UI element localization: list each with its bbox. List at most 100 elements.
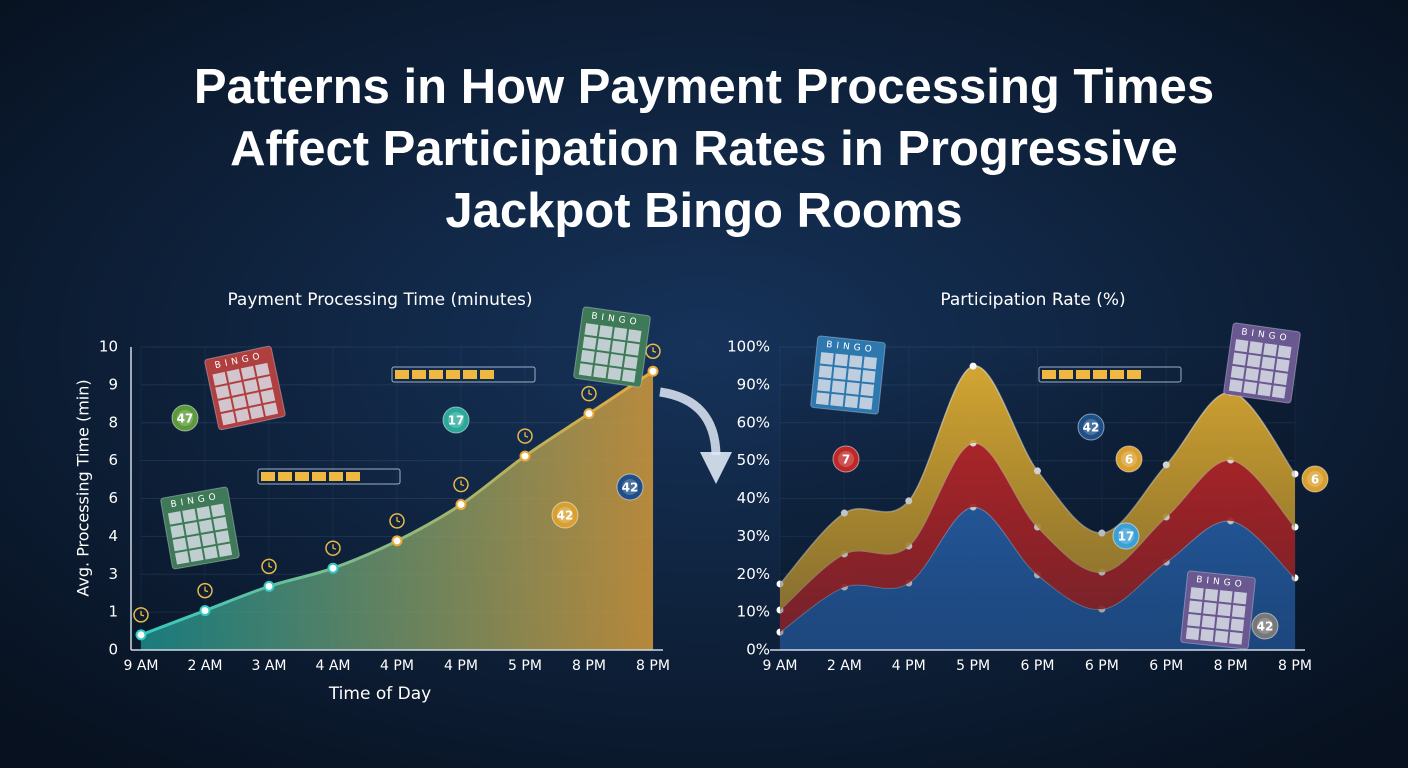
ball-center [1257,618,1273,634]
card-cell [623,355,638,370]
x-tick-label: 5 PM [508,658,542,674]
y-tick-label: 30% [737,527,770,545]
card-cell [834,353,849,367]
card-cell [213,516,228,531]
clock-hands [524,432,529,438]
y-tick-label: 40% [737,489,770,507]
progress-cell [261,472,275,481]
card-cell [1275,358,1290,372]
card-cell [582,336,597,350]
bingo-card: BINGO [160,486,240,570]
bingo-ball [832,445,860,473]
x-tick-label: 4 AM [315,658,350,674]
ball-number: 42 [557,509,574,523]
ball-center [1121,451,1137,467]
bingo-ball [442,406,470,434]
card-cell [609,353,624,368]
card-cell [846,381,860,395]
x-tick-label: 8 PM [636,658,670,674]
card-cell [817,378,831,392]
card-cell [1234,339,1249,353]
bingo-ball [171,404,199,432]
card-cell [1229,631,1243,645]
card-cell [580,349,595,364]
progress-cell [395,370,409,379]
card-cell [1273,371,1288,386]
card-cell [1188,600,1203,614]
clock-hands [588,389,593,396]
card-cell [844,395,859,409]
y-tick-label: 50% [737,451,770,469]
point [519,450,531,462]
x-tick-label: 9 AM [123,658,158,674]
progress-cell [463,370,477,379]
progress-bar [257,468,401,485]
card-cell [584,323,599,337]
ball-number: 6 [1311,473,1319,487]
point [135,629,147,641]
y-tick-label: 8 [108,413,118,431]
card-cell [198,519,214,533]
clock-icon [197,582,213,599]
card-cell [1263,343,1278,357]
bingo-card: BINGO [810,335,886,415]
y-tick-label: 90% [737,375,770,393]
card-cell [863,356,877,370]
card-cell [212,371,228,386]
card-cell [598,325,613,339]
card-cell [220,411,236,426]
y-tick-label: 6 [108,451,118,469]
progress-cell [329,472,343,481]
y-tick-label: 6 [108,489,118,507]
progress-cell [480,370,494,379]
card-cell [196,506,211,520]
ball-center [1307,471,1323,487]
y-tick-label: 0% [746,641,770,659]
card-cell [595,351,610,366]
card-cell [1200,628,1214,642]
progress-cell [1127,370,1141,379]
bingo-card: BINGO [1223,322,1301,404]
card-cell [226,368,242,383]
card-cell [1230,365,1245,380]
card-cell [1245,367,1260,382]
bingo-ball [616,473,644,501]
progress-cell [1110,370,1124,379]
chart-title: Payment Processing Time (minutes) [227,290,532,310]
card-cell [621,369,636,383]
arrow-head [700,452,732,484]
chart-title: Participation Rate (%) [940,290,1125,310]
card-cell [627,329,642,343]
bingo-ball [1077,413,1105,441]
x-tick-label: 8 PM [572,658,606,674]
arrow [659,387,721,456]
card-cell [1232,352,1247,366]
card-cell [255,362,270,377]
progress-cell [278,472,292,481]
x-tick-label: 2 AM [827,658,862,674]
x-tick-label: 8 PM [1214,658,1248,674]
progress-cell [412,370,426,379]
bingo-ball [1251,612,1279,640]
x-tick-label: 3 AM [251,658,286,674]
ball-number: 47 [177,412,194,426]
card-cell [260,389,276,404]
card-cell [243,379,259,393]
point [263,580,275,592]
card-cell [1201,615,1216,629]
card-cell [1261,356,1276,370]
clock-icon [133,607,149,623]
x-tick-label: 4 PM [380,658,414,674]
card-cell [593,365,608,379]
clock-icon [389,513,405,529]
clock-hands [268,562,273,568]
card-cell [235,408,250,423]
card-cell [1204,588,1219,602]
point [647,365,659,377]
card-cell [257,376,273,390]
ball-number: 6 [1125,453,1133,467]
clock-icon [325,540,341,556]
clock-hands [140,610,145,617]
card-cell [215,530,230,544]
